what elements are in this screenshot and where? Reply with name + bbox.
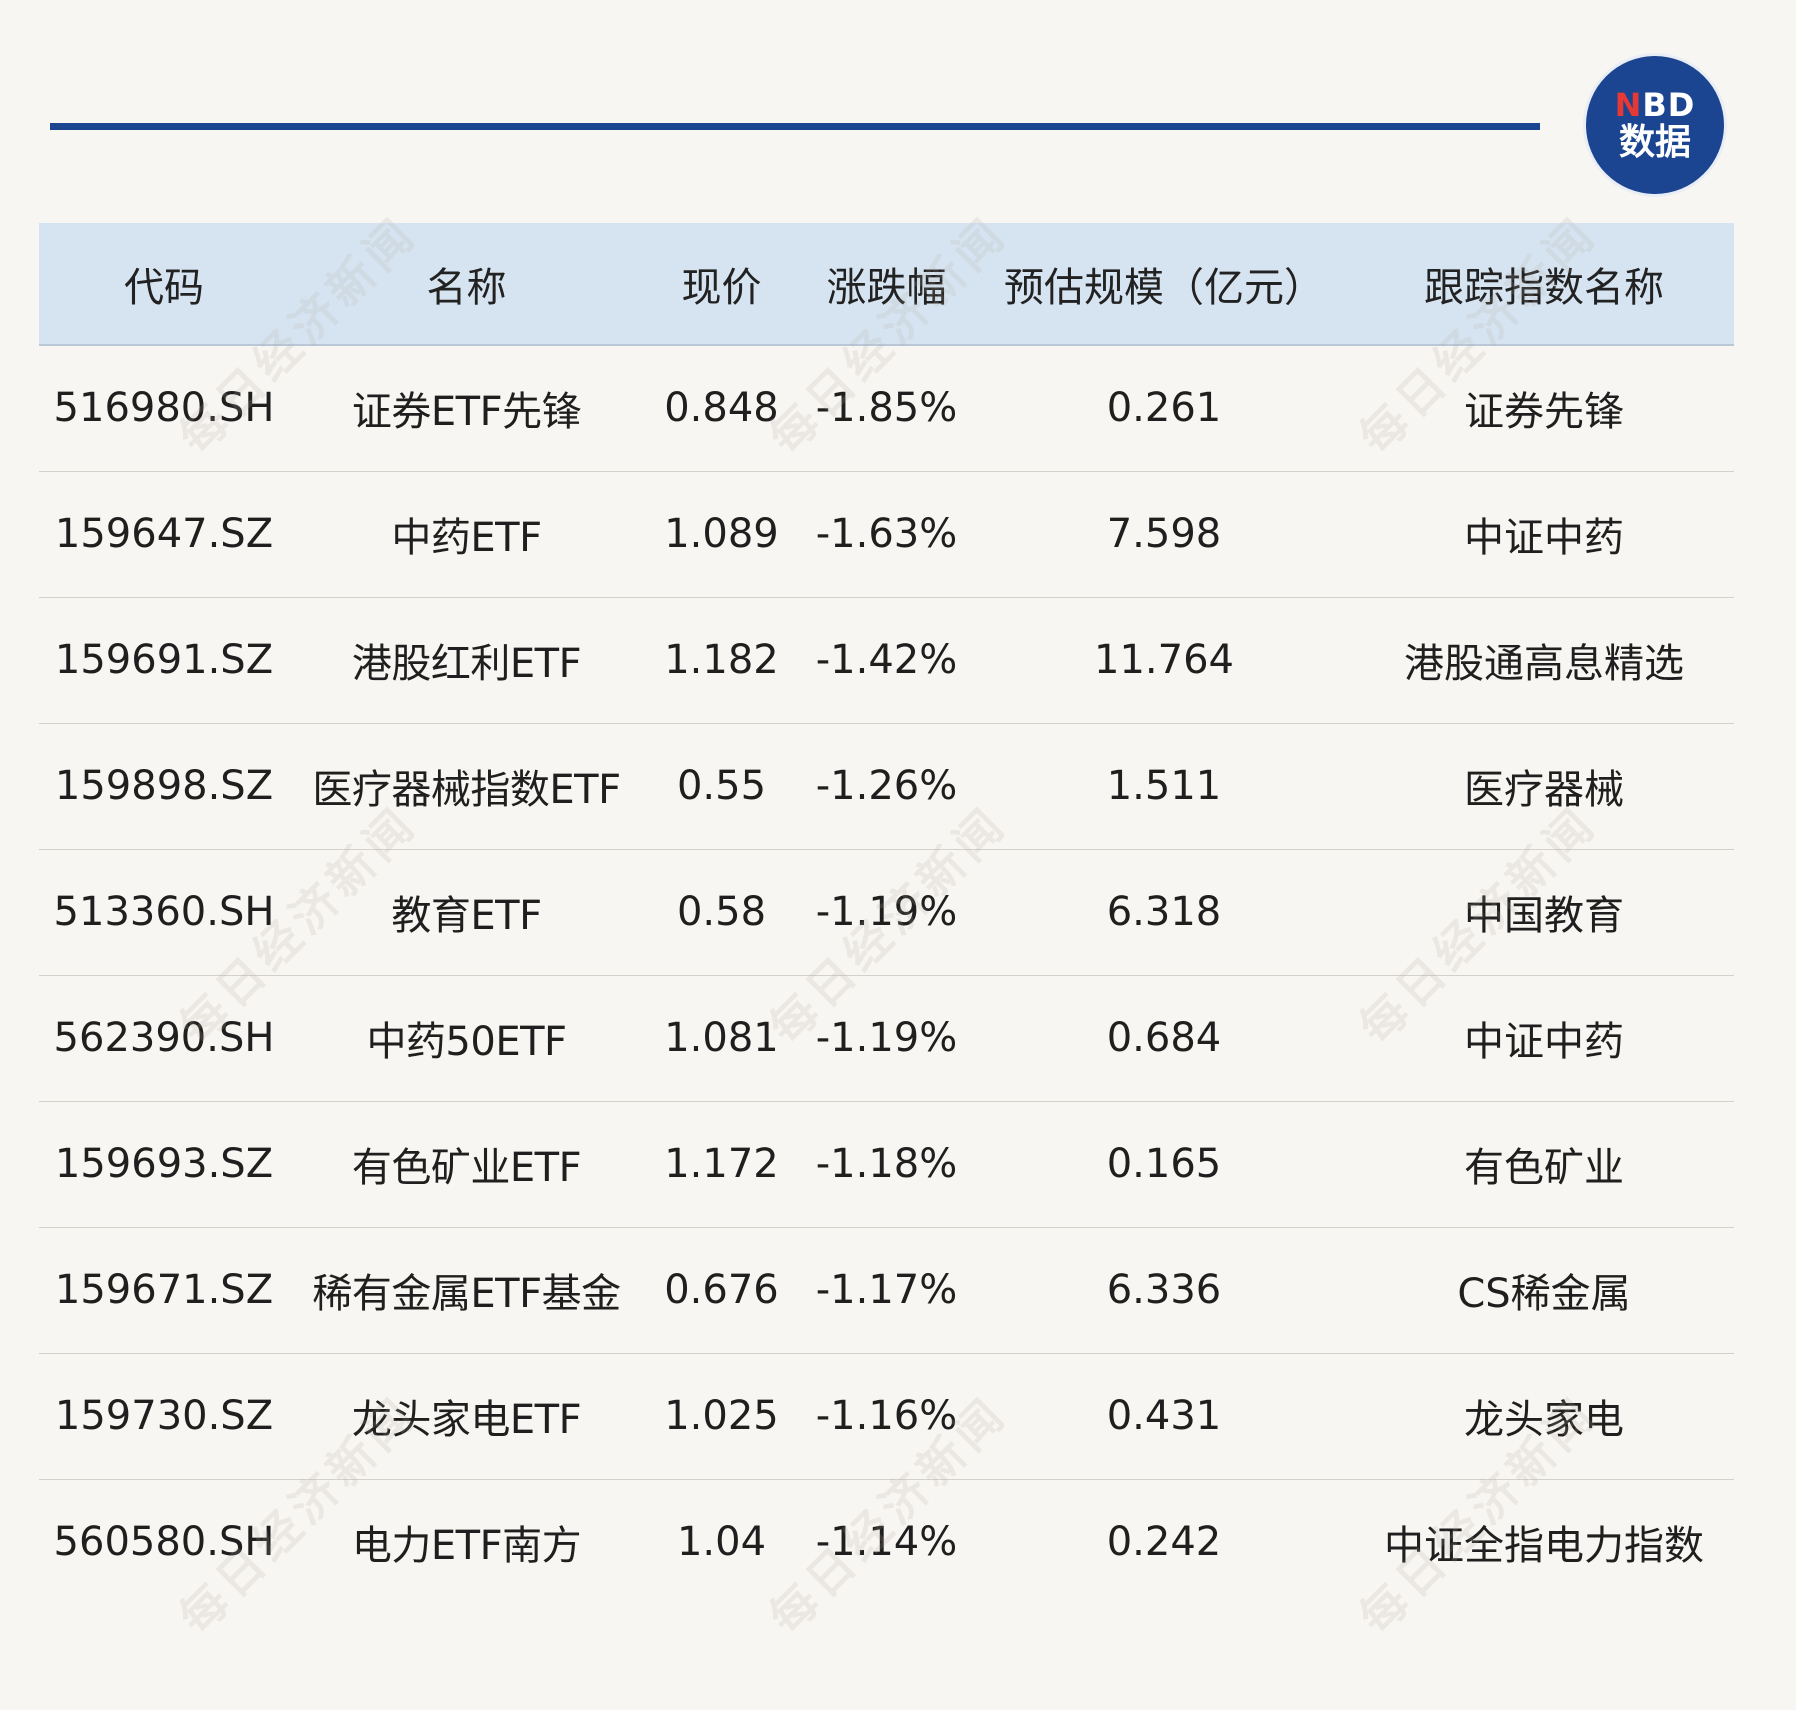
cell-price: 1.172: [644, 1101, 799, 1228]
col-header-code: 代码: [39, 223, 289, 346]
cell-name: 电力ETF南方: [351, 1523, 582, 1570]
cell-code: 516980.SH: [39, 345, 289, 472]
logo-letters-bd: BD: [1642, 86, 1696, 124]
cell-price: 0.676: [644, 1227, 799, 1354]
cell-price: 1.089: [644, 471, 799, 598]
table-row: 159691.SZ 港股红利ETF 1.182 -1.42% 11.764 港股…: [39, 597, 1734, 724]
cell-name: 有色矿业ETF: [289, 1101, 644, 1228]
col-header-index: 跟踪指数名称: [1354, 223, 1734, 346]
cell-index: CS稀金属: [1354, 1227, 1734, 1354]
cell-code: 159691.SZ: [39, 597, 289, 724]
cell-index: 中国教育: [1354, 849, 1734, 976]
cell-name: 教育ETF: [289, 849, 644, 976]
cell-price: 0.55: [644, 723, 799, 850]
cell-price: 0.58: [644, 849, 799, 976]
cell-code: 159730.SZ: [39, 1353, 289, 1480]
cell-index: 中证中药: [1354, 975, 1734, 1102]
cell-change: -1.85%: [799, 345, 974, 472]
nbd-data-logo: NBD 数据: [1586, 56, 1724, 194]
cell-scale: 0.242: [1106, 1519, 1222, 1566]
cell-change: -1.63%: [799, 471, 974, 598]
cell-scale: 0.261: [974, 345, 1354, 472]
cell-scale: 0.431: [974, 1353, 1354, 1480]
cell-name: 证券ETF先锋: [289, 345, 644, 472]
cell-code: 513360.SH: [39, 849, 289, 976]
col-header-change: 涨跌幅: [799, 223, 974, 346]
cell-code: 562390.SH: [39, 975, 289, 1102]
etf-table: 代码 名称 现价 涨跌幅 预估规模（亿元） 跟踪指数名称 516980.SH 证…: [39, 223, 1734, 1605]
table-row: 513360.SH 教育ETF 0.58 -1.19% 6.318 中国教育: [39, 849, 1734, 976]
cell-change: -1.26%: [799, 723, 974, 850]
cell-name: 港股红利ETF: [289, 597, 644, 724]
table-row: 159647.SZ 中药ETF 1.089 -1.63% 7.598 中证中药: [39, 471, 1734, 598]
cell-change: -1.16%: [799, 1353, 974, 1480]
table-header: 代码 名称 现价 涨跌幅 预估规模（亿元） 跟踪指数名称: [39, 223, 1734, 346]
logo-line1: NBD: [1615, 89, 1696, 121]
cell-price: 0.848: [644, 345, 799, 472]
cell-price: 1.081: [644, 975, 799, 1102]
cell-price: 1.04: [676, 1519, 767, 1566]
cell-scale: 7.598: [974, 471, 1354, 598]
table-row: 159898.SZ 医疗器械指数ETF 0.55 -1.26% 1.511 医疗…: [39, 723, 1734, 850]
table-row: 159671.SZ 稀有金属ETF基金 0.676 -1.17% 6.336 C…: [39, 1227, 1734, 1354]
cell-change: -1.42%: [799, 597, 974, 724]
table-row: 159730.SZ 龙头家电ETF 1.025 -1.16% 0.431 龙头家…: [39, 1353, 1734, 1480]
cell-change: -1.14%: [815, 1519, 958, 1566]
logo-line2: 数据: [1618, 122, 1691, 163]
cell-scale: 11.764: [974, 597, 1354, 724]
col-header-name: 名称: [289, 223, 644, 346]
cell-code: 560580.SH: [53, 1519, 275, 1566]
cell-index: 龙头家电: [1354, 1353, 1734, 1480]
cell-index: 医疗器械: [1354, 723, 1734, 850]
cell-scale: 6.336: [974, 1227, 1354, 1354]
cell-scale: 1.511: [974, 723, 1354, 850]
cell-change: -1.18%: [799, 1101, 974, 1228]
cell-change: -1.17%: [799, 1227, 974, 1354]
cell-name: 中药50ETF: [289, 975, 644, 1102]
cell-index: 证券先锋: [1354, 345, 1734, 472]
header-row: 代码 名称 现价 涨跌幅 预估规模（亿元） 跟踪指数名称: [39, 223, 1734, 346]
cell-code: 159647.SZ: [39, 471, 289, 598]
cell-price: 1.182: [644, 597, 799, 724]
table-row: 516980.SH 证券ETF先锋 0.848 -1.85% 0.261 证券先…: [39, 345, 1734, 472]
cell-index: 中证中药: [1354, 471, 1734, 598]
cell-index: 港股通高息精选: [1354, 597, 1734, 724]
cell-change: -1.19%: [799, 975, 974, 1102]
cell-code: 159693.SZ: [39, 1101, 289, 1228]
cell-index: 中证全指电力指数: [1384, 1523, 1704, 1570]
cell-scale: 6.318: [974, 849, 1354, 976]
cell-change: -1.19%: [799, 849, 974, 976]
cell-code: 159898.SZ: [39, 723, 289, 850]
table-row: 562390.SH 中药50ETF 1.081 -1.19% 0.684 中证中…: [39, 975, 1734, 1102]
cell-name: 稀有金属ETF基金: [289, 1227, 644, 1354]
cell-index: 有色矿业: [1354, 1101, 1734, 1228]
table-row: 159693.SZ 有色矿业ETF 1.172 -1.18% 0.165 有色矿…: [39, 1101, 1734, 1228]
table-body: 516980.SH 证券ETF先锋 0.848 -1.85% 0.261 证券先…: [39, 345, 1734, 1605]
top-divider-bar: [50, 123, 1540, 130]
col-header-scale: 预估规模（亿元）: [974, 223, 1354, 346]
cell-code: 159671.SZ: [39, 1227, 289, 1354]
col-header-price: 现价: [644, 223, 799, 346]
table-row: 560580.SH 电力ETF南方 1.04 -1.14% 0.242 中证全指…: [39, 1479, 1734, 1605]
cell-name: 医疗器械指数ETF: [289, 723, 644, 850]
cell-name: 中药ETF: [289, 471, 644, 598]
cell-scale: 0.684: [974, 975, 1354, 1102]
cell-price: 1.025: [644, 1353, 799, 1480]
logo-letter-n: N: [1614, 86, 1643, 124]
cell-name: 龙头家电ETF: [289, 1353, 644, 1480]
cell-scale: 0.165: [974, 1101, 1354, 1228]
